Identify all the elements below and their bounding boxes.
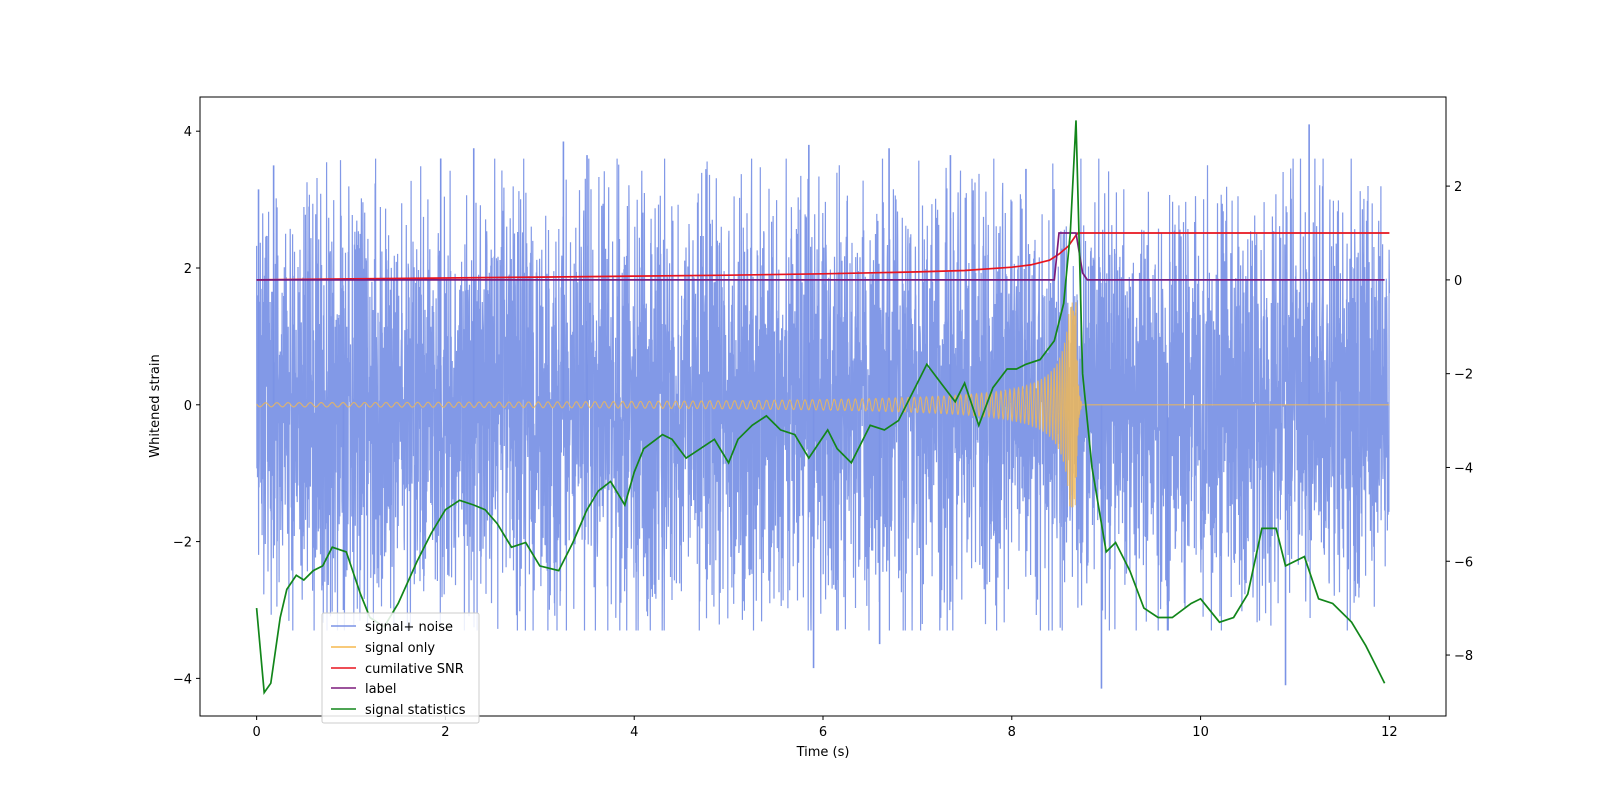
legend-label-cumulative-snr: cumilative SNR [365, 662, 464, 677]
series-signal-only [256, 302, 1390, 508]
legend-box [321, 612, 480, 724]
legend-label-signal-only: signal only [365, 641, 435, 656]
y-axis-label: Whitened strain [148, 354, 163, 457]
x-tick-label-4: 4 [630, 725, 638, 740]
y2-tick-label--8: −8 [1454, 649, 1473, 664]
legend-label-signal-statistics: signal statistics [365, 703, 466, 718]
x-tick-label-0: 0 [252, 725, 260, 740]
plot-series-layer [255, 120, 1390, 695]
y-tick-label--2: −2 [173, 536, 192, 551]
y2-tick-label--6: −6 [1454, 555, 1473, 570]
x-tick-label-10: 10 [1192, 725, 1209, 740]
series-signal-statistics [255, 120, 1386, 695]
series-label [256, 232, 1385, 281]
y2-tick-label-2: 2 [1454, 180, 1462, 195]
y2-tick-label--2: −2 [1454, 368, 1473, 383]
series-cumilative-snr [256, 232, 1390, 281]
y-tick-label-2: 2 [184, 262, 192, 277]
legend: signal+ noise signal only cumilative SNR… [321, 612, 480, 724]
y2-tick-label-0: 0 [1454, 274, 1462, 289]
x-tick-label-6: 6 [819, 725, 827, 740]
legend-label-label: label [365, 682, 396, 697]
y-tick-label--4: −4 [173, 672, 192, 687]
legend-label-signal-noise: signal+ noise [365, 620, 453, 635]
x-axis-label: Time (s) [796, 745, 850, 760]
x-tick-label-8: 8 [1008, 725, 1016, 740]
x-tick-label-2: 2 [441, 725, 449, 740]
y2-tick-label--4: −4 [1454, 461, 1473, 476]
y-tick-label-0: 0 [184, 399, 192, 414]
y-tick-label-4: 4 [184, 125, 192, 140]
x-tick-label-12: 12 [1381, 725, 1398, 740]
series-signal-noise [256, 158, 1390, 631]
